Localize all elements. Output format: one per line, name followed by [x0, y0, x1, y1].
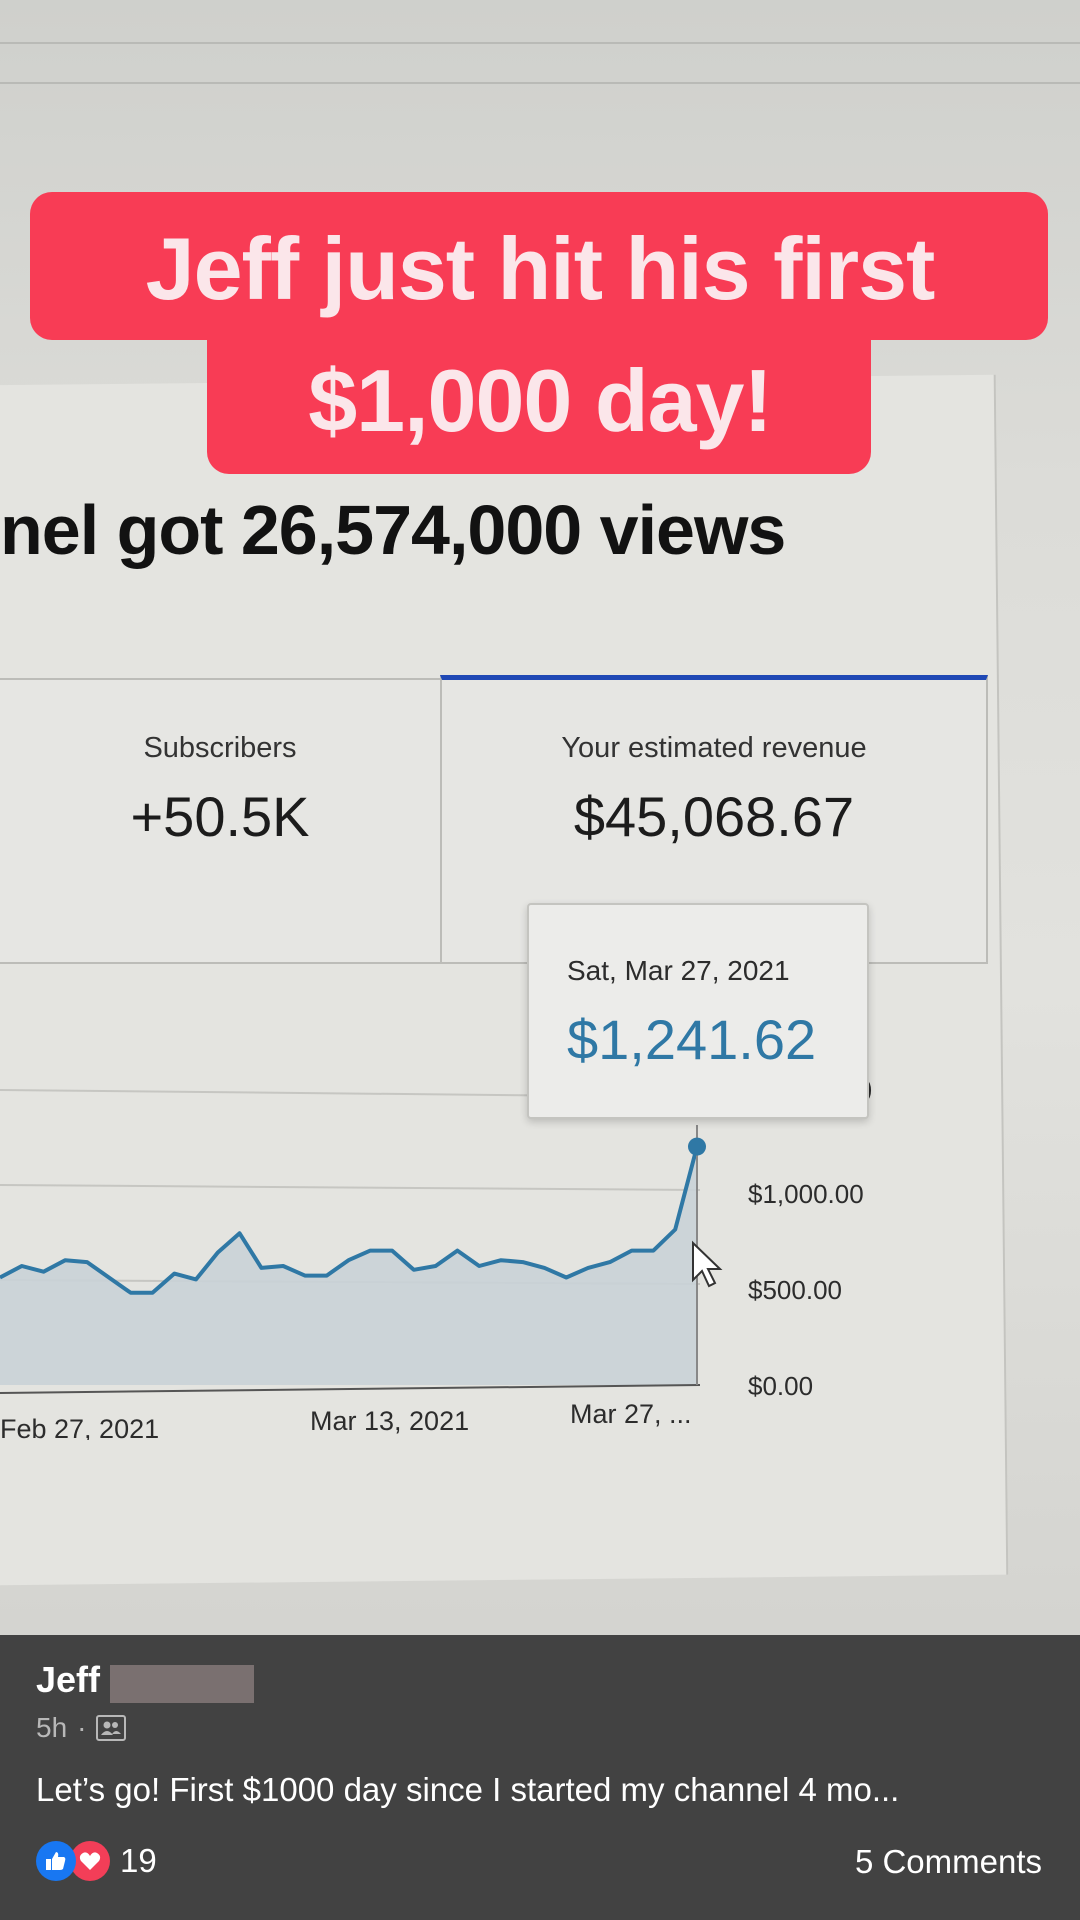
mouse-cursor-icon: [692, 1240, 723, 1288]
subscribers-value: +50.5K: [130, 785, 310, 848]
revenue-area: [0, 1146, 697, 1385]
chart-tooltip: Sat, Mar 27, 2021 $1,241.62: [527, 903, 869, 1119]
revenue-label: Your estimated revenue: [561, 732, 867, 764]
reaction-count: 19: [120, 1842, 157, 1879]
x-axis-line: [0, 1384, 701, 1394]
video-frame: nel got 26,574,000 views Subscribers +50…: [0, 0, 1080, 1635]
post-author[interactable]: Jeff: [36, 1659, 101, 1700]
y-tick-label: $1,000.00: [748, 1179, 864, 1209]
y-tick-label: $500.00: [748, 1275, 842, 1305]
subscribers-card: Subscribers +50.5K: [0, 678, 444, 964]
x-tick-label: Mar 13, 2021: [310, 1406, 469, 1436]
post-time: 5h: [36, 1712, 68, 1743]
caption-line-2: $1,000 day!: [308, 351, 773, 450]
caption-background: [30, 192, 1048, 340]
redacted-name: [110, 1665, 254, 1703]
subscribers-label: Subscribers: [143, 732, 297, 764]
y-tick-label: $0.00: [748, 1371, 813, 1401]
revenue-line: [0, 1146, 699, 1295]
post-text[interactable]: Let’s go! First $1000 day since I starte…: [36, 1771, 900, 1808]
x-tick-label: Feb 27, 2021: [0, 1414, 159, 1440]
tooltip-date: Sat, Mar 27, 2021: [567, 955, 790, 986]
meta-separator: ·: [77, 1712, 87, 1743]
highlight-point: [688, 1137, 706, 1156]
revenue-value: $45,068.67: [573, 785, 855, 848]
caption-background: [207, 340, 871, 474]
monitor-bezel-line: [0, 82, 1080, 84]
love-reaction-icon: [70, 1841, 110, 1881]
revenue-chart: $0.00 $500.00 $1,000.00 Feb 27, 2021 Mar 13…: [0, 1073, 873, 1440]
post-meta: 5h ·: [36, 1712, 127, 1744]
reactions-summary[interactable]: 19: [36, 1841, 157, 1881]
tooltip-value: $1,241.62: [567, 1008, 817, 1071]
audience-icon: [96, 1715, 127, 1741]
monitor-bezel-line: [0, 42, 1080, 44]
x-tick-label: Mar 27, ...: [570, 1399, 692, 1429]
comments-link[interactable]: 5 Comments: [854, 1843, 1042, 1880]
caption-line-1: Jeff just hit his first: [145, 219, 936, 318]
post-overlay: Jeff 5h · Let’s go! First $1000 day sinc…: [0, 1635, 1080, 1920]
gridline: [0, 1184, 701, 1191]
like-reaction-icon: [36, 1841, 76, 1881]
views-headline: nel got 26,574,000 views: [0, 491, 786, 569]
